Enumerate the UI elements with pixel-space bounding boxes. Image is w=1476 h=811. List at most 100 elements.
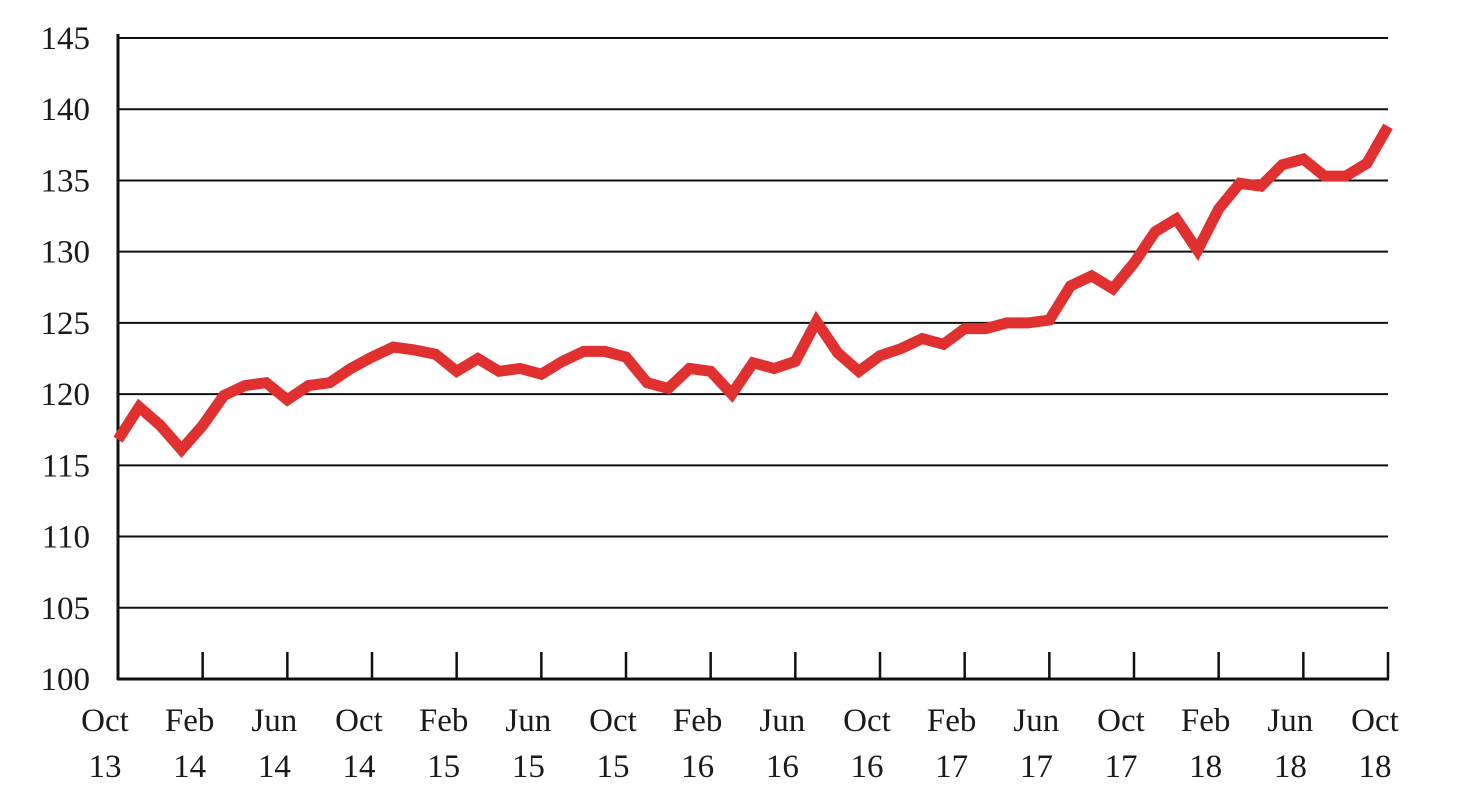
data-point — [181, 449, 183, 451]
x-tick-label-year: 14 — [173, 749, 206, 785]
data-point — [1133, 262, 1135, 264]
x-tick-label-year: 16 — [851, 749, 884, 785]
data-point — [985, 328, 987, 330]
data-point — [752, 362, 754, 364]
y-tick-labels: 100 105 110 115 120 125 130 135 140 145 — [41, 21, 91, 698]
data-point — [159, 424, 161, 426]
data-point — [1218, 208, 1220, 210]
x-tick-label-month: Jun — [759, 703, 805, 739]
data-point — [308, 385, 310, 387]
x-tick-label-month: Jun — [1013, 703, 1059, 739]
data-point — [1006, 322, 1008, 324]
x-tick-label-month: Feb — [165, 703, 215, 739]
y-tick-label: 110 — [42, 520, 90, 556]
data-point — [392, 346, 394, 348]
x-tick-label-month: Feb — [927, 703, 977, 739]
data-point — [667, 387, 669, 389]
data-point — [1260, 185, 1262, 187]
data-point — [921, 338, 923, 340]
x-tick-label-year: 14 — [258, 749, 291, 785]
x-tick-label-month: Jun — [505, 703, 551, 739]
data-point — [1027, 322, 1029, 324]
data-point — [1366, 162, 1368, 164]
data-point — [879, 355, 881, 357]
data-point — [1070, 285, 1072, 287]
data-point — [244, 385, 246, 387]
x-tick-label-year: 18 — [1189, 749, 1222, 785]
data-point — [138, 406, 140, 408]
x-tick-label-year: 17 — [1020, 749, 1053, 785]
y-tick-label: 125 — [41, 306, 91, 342]
x-tick-label-month: Jun — [251, 703, 297, 739]
x-tick-label-year: 17 — [935, 749, 968, 785]
data-point — [689, 367, 691, 369]
x-tick-label-month: Oct — [335, 703, 383, 739]
y-tick-label: 100 — [41, 662, 91, 698]
gridlines — [118, 37, 1388, 609]
data-point — [816, 320, 818, 322]
data-point — [710, 370, 712, 372]
data-point — [964, 328, 966, 330]
data-point — [837, 352, 839, 354]
x-tick-label-year: 13 — [89, 749, 122, 785]
data-point — [540, 373, 542, 375]
x-tick-label-month: Jun — [1267, 703, 1313, 739]
data-point — [731, 393, 733, 395]
x-tick-labels: Oct 13 Feb 14 Jun 14 Oct 14 Feb 15 Jun 15 Oct 15 Feb 16… — [81, 703, 1399, 785]
data-point — [371, 356, 373, 358]
series — [113, 123, 1393, 459]
data-point — [625, 356, 627, 358]
x-tick-label-year: 14 — [343, 749, 376, 785]
x-tick-label-year: 16 — [681, 749, 714, 785]
x-tick-label-month: Oct — [589, 703, 637, 739]
data-point — [1175, 218, 1177, 220]
data-point — [1302, 158, 1304, 160]
x-tick-label-month: Oct — [843, 703, 891, 739]
data-point — [477, 358, 479, 360]
x-tick-label-year: 17 — [1105, 749, 1138, 785]
x-tick-label-month: Feb — [419, 703, 469, 739]
axes — [116, 34, 1390, 681]
y-tick-label: 140 — [41, 92, 91, 128]
x-tick-label-year: 16 — [766, 749, 799, 785]
x-tick-label-month: Oct — [1097, 703, 1145, 739]
x-tick-label-month: Feb — [1181, 703, 1231, 739]
x-tick-label-year: 15 — [597, 749, 630, 785]
data-point — [435, 353, 437, 355]
x-tick-label-month: Feb — [673, 703, 723, 739]
data-point — [943, 343, 945, 345]
data-point — [1239, 182, 1241, 184]
data-point — [794, 360, 796, 362]
y-tick-label: 130 — [41, 235, 91, 271]
data-point — [202, 424, 204, 426]
data-point — [286, 399, 288, 401]
y-tick-label: 120 — [41, 377, 91, 413]
data-point — [1324, 175, 1326, 177]
data-point — [773, 367, 775, 369]
x-tick-label-month: Oct — [81, 703, 129, 739]
data-point — [604, 350, 606, 352]
data-point — [1387, 125, 1389, 127]
data-point — [1048, 319, 1050, 321]
data-point — [498, 370, 500, 372]
data-point — [413, 349, 415, 351]
data-point — [1112, 288, 1114, 290]
data-point — [519, 367, 521, 369]
data-point — [1154, 231, 1156, 233]
data-point — [223, 395, 225, 397]
y-tick-label: 115 — [42, 448, 90, 484]
data-point — [646, 382, 648, 384]
data-point — [1091, 275, 1093, 277]
y-tick-label: 105 — [41, 591, 91, 627]
x-tick-label-year: 15 — [427, 749, 460, 785]
data-point — [1345, 175, 1347, 177]
y-tick-label: 135 — [41, 163, 91, 199]
data-point — [1281, 164, 1283, 166]
x-tick-label-year: 18 — [1359, 749, 1392, 785]
data-point — [900, 348, 902, 350]
data-point — [329, 382, 331, 384]
y-tick-label: 145 — [41, 21, 91, 57]
data-point — [350, 367, 352, 369]
data-point — [456, 370, 458, 372]
data-point — [583, 350, 585, 352]
